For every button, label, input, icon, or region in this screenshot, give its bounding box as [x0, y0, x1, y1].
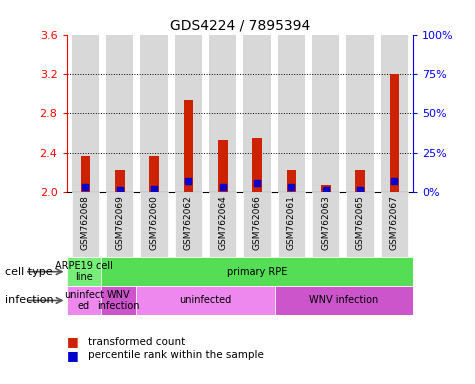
Text: GSM762067: GSM762067: [390, 195, 399, 250]
Bar: [275, 286, 413, 315]
Bar: [101, 286, 136, 315]
Bar: [218, 140, 228, 192]
Bar: [312, 192, 340, 257]
Text: GSM762069: GSM762069: [115, 195, 124, 250]
Bar: [136, 286, 275, 315]
Text: GSM762065: GSM762065: [355, 195, 364, 250]
Text: ■: ■: [66, 335, 78, 348]
Bar: [252, 138, 262, 192]
Bar: [321, 185, 331, 192]
Bar: [66, 257, 101, 286]
Bar: [380, 192, 408, 257]
Bar: [278, 35, 305, 192]
Bar: [346, 35, 374, 192]
Bar: [286, 170, 296, 192]
Bar: [106, 192, 133, 257]
Bar: [209, 35, 237, 192]
Text: cell type: cell type: [5, 266, 52, 277]
Bar: [209, 192, 237, 257]
Bar: [140, 35, 168, 192]
Bar: [183, 101, 193, 192]
Bar: [243, 192, 271, 257]
Bar: [149, 156, 159, 192]
Title: GDS4224 / 7895394: GDS4224 / 7895394: [170, 18, 310, 32]
Bar: [115, 170, 124, 192]
Text: percentile rank within the sample: percentile rank within the sample: [88, 350, 264, 360]
Bar: [81, 156, 90, 192]
Bar: [312, 35, 340, 192]
Bar: [72, 192, 99, 257]
Text: GSM762064: GSM762064: [218, 195, 227, 250]
Bar: [390, 74, 399, 192]
Text: infection: infection: [5, 295, 53, 306]
Bar: [175, 192, 202, 257]
Text: transformed count: transformed count: [88, 337, 185, 347]
Bar: [243, 35, 271, 192]
Bar: [106, 35, 133, 192]
Text: WNV
infection: WNV infection: [97, 290, 140, 311]
Text: GSM762060: GSM762060: [150, 195, 159, 250]
Text: GSM762061: GSM762061: [287, 195, 296, 250]
Text: GSM762066: GSM762066: [253, 195, 262, 250]
Text: primary RPE: primary RPE: [227, 266, 287, 277]
Text: GSM762063: GSM762063: [321, 195, 330, 250]
Text: uninfected: uninfected: [179, 295, 231, 306]
Text: ARPE19 cell
line: ARPE19 cell line: [55, 261, 113, 283]
Text: uninfect
ed: uninfect ed: [64, 290, 104, 311]
Bar: [380, 35, 408, 192]
Bar: [175, 35, 202, 192]
Bar: [72, 35, 99, 192]
Text: GSM762068: GSM762068: [81, 195, 90, 250]
Bar: [278, 192, 305, 257]
Text: WNV infection: WNV infection: [309, 295, 379, 306]
Bar: [140, 192, 168, 257]
Bar: [66, 286, 101, 315]
Bar: [355, 170, 365, 192]
Text: GSM762062: GSM762062: [184, 195, 193, 250]
Text: ■: ■: [66, 349, 78, 362]
Bar: [346, 192, 374, 257]
